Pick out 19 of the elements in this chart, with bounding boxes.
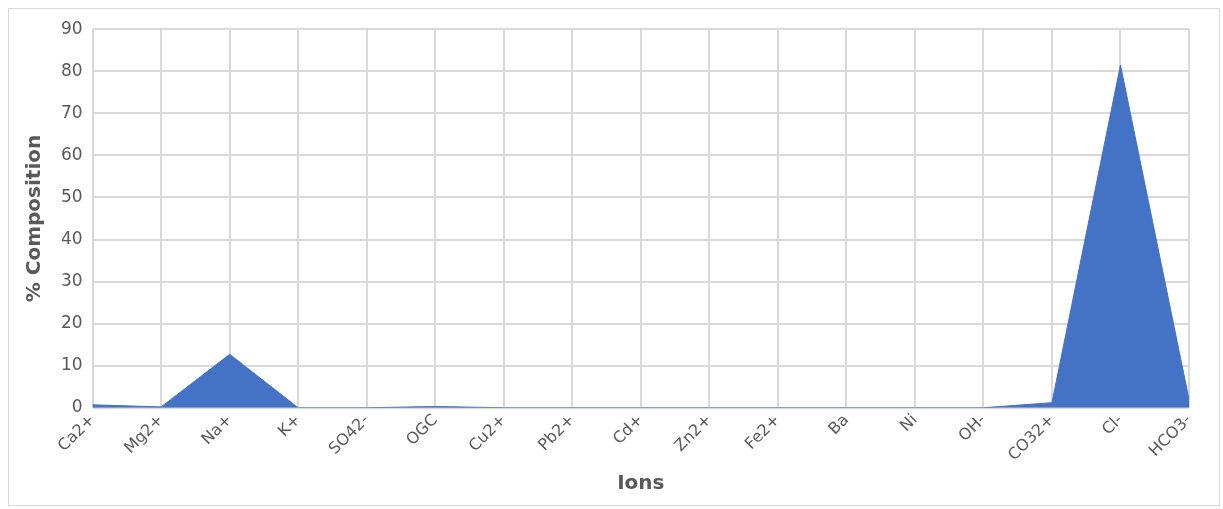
x-axis-title: Ions xyxy=(617,470,665,495)
y-tick-label: 40 xyxy=(60,227,83,248)
x-tick-label: OH- xyxy=(954,409,990,445)
y-tick-label: 80 xyxy=(60,59,83,80)
y-tick-label: 30 xyxy=(60,269,83,290)
x-tick-label: Cl- xyxy=(1097,409,1127,439)
y-tick-label: 70 xyxy=(60,101,83,122)
y-tick-label: 60 xyxy=(60,143,83,164)
x-tick-label: Cd+ xyxy=(608,409,647,448)
y-tick-label: 0 xyxy=(71,396,83,417)
y-tick-label: 50 xyxy=(60,185,83,206)
y-axis-title: % Composition xyxy=(21,134,46,303)
x-tick-label: Ni xyxy=(895,409,921,435)
x-tick-label: Ba xyxy=(824,409,853,438)
x-tick-label: K+ xyxy=(273,409,304,441)
x-tick-label: Na+ xyxy=(197,409,236,449)
y-tick-label: 90 xyxy=(60,17,83,38)
y-tick-label: 10 xyxy=(60,354,83,375)
y-tick-label: 20 xyxy=(60,312,83,333)
